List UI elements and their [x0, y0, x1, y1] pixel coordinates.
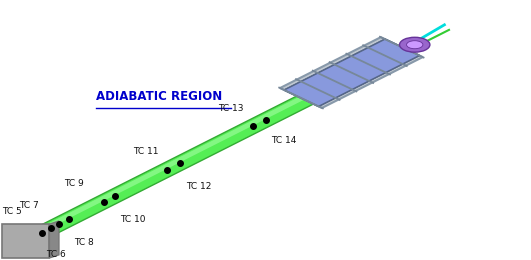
- Text: TC 8: TC 8: [74, 238, 93, 247]
- Text: TC 10: TC 10: [120, 215, 145, 224]
- Text: TC 14: TC 14: [271, 136, 296, 145]
- Text: ADIABATIC REGION: ADIABATIC REGION: [96, 90, 222, 103]
- Circle shape: [407, 41, 423, 49]
- Text: TC 6: TC 6: [46, 250, 65, 259]
- Circle shape: [399, 37, 430, 52]
- Text: TC 13: TC 13: [218, 104, 244, 113]
- Polygon shape: [402, 41, 423, 51]
- Polygon shape: [280, 37, 423, 108]
- Polygon shape: [23, 97, 304, 239]
- Text: TC 5: TC 5: [3, 207, 22, 216]
- Polygon shape: [284, 39, 419, 106]
- Text: TC 9: TC 9: [64, 179, 83, 188]
- Text: TC 7: TC 7: [19, 202, 39, 211]
- Polygon shape: [49, 221, 59, 258]
- Polygon shape: [284, 39, 419, 106]
- Text: TC 12: TC 12: [186, 182, 211, 191]
- Text: TC 11: TC 11: [133, 147, 158, 156]
- Polygon shape: [2, 224, 49, 258]
- Polygon shape: [21, 96, 314, 243]
